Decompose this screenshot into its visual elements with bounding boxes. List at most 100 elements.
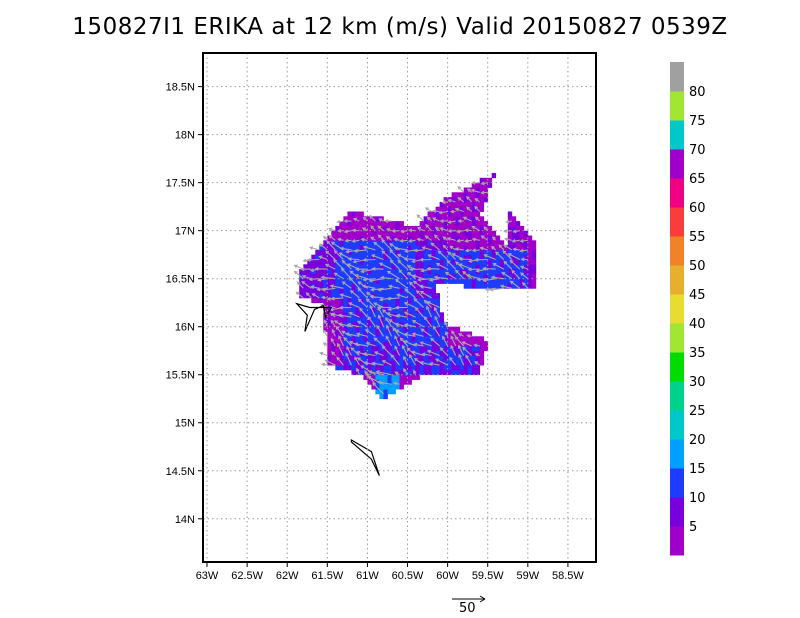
wind-cell <box>359 336 364 342</box>
wind-cell <box>327 326 332 332</box>
x-tick-label: 61.5W <box>311 570 343 582</box>
wind-cell <box>487 278 493 284</box>
colorbar-label: 80 <box>689 85 706 100</box>
wind-vector-head <box>355 267 360 272</box>
wind-cell <box>415 254 420 260</box>
wind-cell <box>371 264 376 270</box>
wind-cell <box>351 221 356 227</box>
wind-cell <box>499 264 505 270</box>
wind-vector <box>407 265 416 270</box>
wind-cell <box>499 240 505 246</box>
wind-cell <box>371 297 376 304</box>
wind-cell <box>487 273 493 280</box>
wind-cell <box>343 288 348 294</box>
wind-cell <box>391 225 396 232</box>
wind-vector-head <box>442 236 447 240</box>
wind-vector <box>520 265 528 270</box>
wind-cell <box>475 254 481 260</box>
wind-cell <box>307 269 312 275</box>
wind-cell <box>319 297 324 304</box>
wind-cell <box>435 278 440 284</box>
wind-cell <box>439 360 444 366</box>
wind-vector-head <box>474 361 479 365</box>
wind-vector-head <box>426 349 431 354</box>
wind-cell <box>383 297 388 304</box>
wind-vector <box>405 324 416 328</box>
wind-cell <box>371 312 376 318</box>
wind-vector-head <box>363 361 368 365</box>
wind-cell <box>359 345 364 352</box>
wind-vector-head <box>413 357 418 362</box>
wind-vector-head <box>420 268 425 273</box>
colorbar-segment <box>670 149 684 179</box>
wind-vector <box>309 278 320 281</box>
wind-cell <box>443 278 448 284</box>
wind-vector-head <box>433 306 438 311</box>
wind-cell <box>383 379 388 385</box>
wind-cell <box>343 331 348 337</box>
wind-cell <box>315 288 320 294</box>
wind-vector-head <box>353 249 358 253</box>
wind-cell <box>479 259 485 265</box>
wind-vector <box>390 354 400 366</box>
wind-cell <box>363 321 368 328</box>
wind-cell <box>371 326 376 332</box>
wind-cell <box>375 293 380 299</box>
wind-cell <box>307 283 312 289</box>
wind-cell <box>411 355 416 361</box>
wind-cell <box>359 297 364 304</box>
wind-vector-head <box>512 229 517 234</box>
wind-cell <box>411 297 416 304</box>
wind-vector <box>372 382 384 395</box>
wind-vector-head <box>389 243 394 247</box>
wind-cell <box>323 240 328 246</box>
wind-cell <box>471 355 477 361</box>
wind-cell <box>403 360 408 366</box>
wind-cell <box>427 273 432 280</box>
colorbar-segment <box>670 439 684 469</box>
wind-cell <box>427 211 432 217</box>
wind-cell <box>463 283 469 289</box>
wind-cell <box>431 249 436 256</box>
wind-cell <box>391 249 396 256</box>
wind-vector <box>369 305 376 318</box>
wind-vector-head <box>435 262 440 267</box>
wind-cell <box>431 235 436 241</box>
wind-cell <box>367 283 372 289</box>
wind-vector <box>385 335 392 347</box>
wind-cell <box>479 221 485 227</box>
wind-cell <box>403 259 408 265</box>
wind-cell <box>411 288 416 294</box>
wind-vector <box>448 220 456 223</box>
wind-cell <box>391 336 396 342</box>
wind-cell <box>487 225 493 232</box>
wind-cell <box>371 283 376 289</box>
wind-cell <box>487 249 493 256</box>
wind-vector-head <box>348 311 353 316</box>
wind-cell <box>467 341 473 347</box>
wind-vector-head <box>462 270 467 275</box>
wind-cell <box>443 365 448 371</box>
wind-cell <box>343 221 348 227</box>
wind-cell <box>507 245 513 251</box>
wind-cell <box>463 197 469 203</box>
wind-cell <box>447 245 452 251</box>
wind-cell <box>367 321 372 328</box>
wind-cell <box>415 360 420 366</box>
wind-cell <box>499 278 505 284</box>
wind-cell <box>471 283 477 289</box>
wind-cell <box>387 365 392 371</box>
wind-vector-head <box>434 315 438 320</box>
wind-vector-head <box>397 259 402 264</box>
colorbar-label: 10 <box>689 491 706 506</box>
wind-vector <box>484 254 496 261</box>
wind-vector-head <box>471 180 476 185</box>
wind-vector-head <box>385 235 390 240</box>
wind-vector <box>427 350 440 357</box>
wind-cell <box>371 365 376 371</box>
wind-cell <box>359 264 364 270</box>
wind-vector <box>434 276 448 280</box>
wind-cell <box>487 245 493 251</box>
wind-cell <box>411 235 416 241</box>
